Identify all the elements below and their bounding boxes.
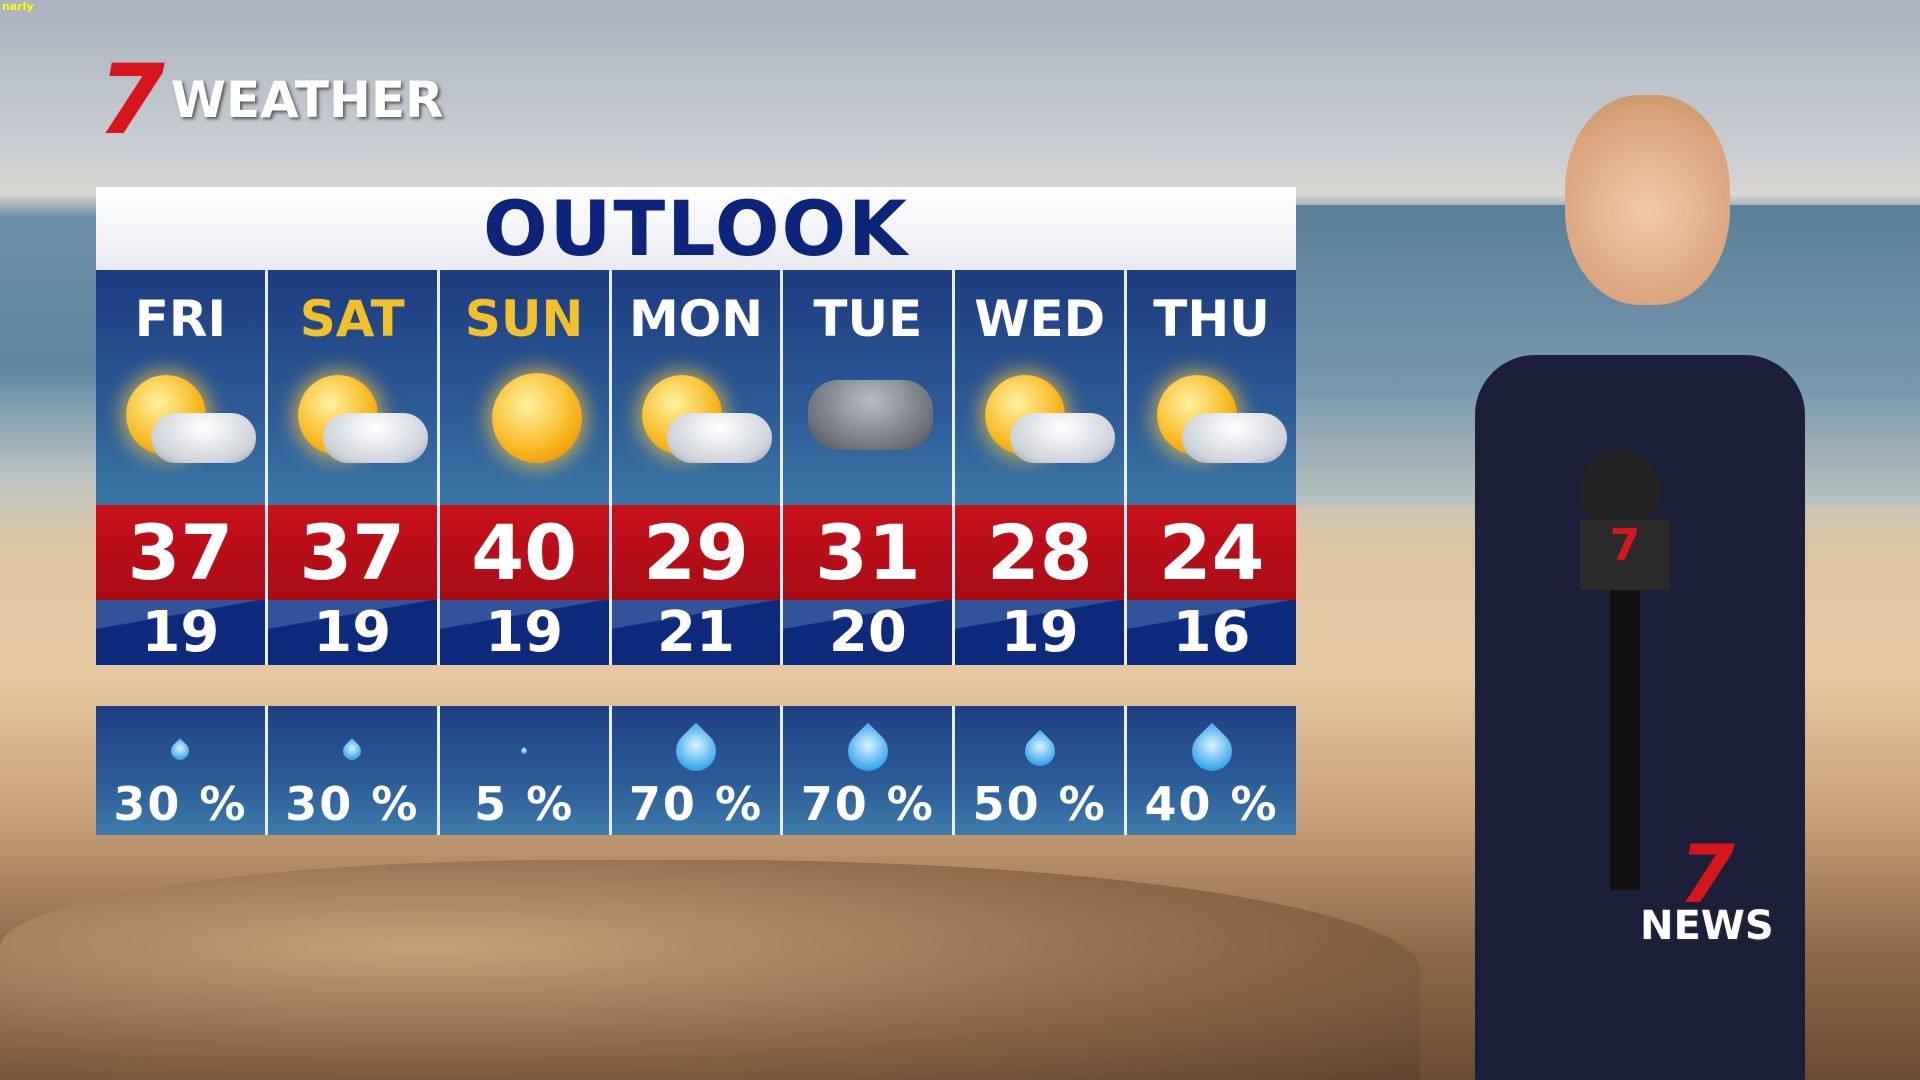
sun-cloud-weather-icon xyxy=(632,365,772,475)
outlook-panel: OUTLOOK FRI 37 19 SAT 37 19 SUN 40 19 MO… xyxy=(96,187,1296,665)
day-header: FRI xyxy=(96,270,265,505)
raindrop-icon xyxy=(167,738,194,764)
sun-cloud-weather-icon xyxy=(975,365,1116,475)
raindrop-icon xyxy=(1183,722,1240,780)
mic-flag-logo: 7 xyxy=(1580,520,1670,590)
rain-percent: 5 % xyxy=(474,777,575,831)
forecast-grid: FRI 37 19 SAT 37 19 SUN 40 19 MON 29 21 … xyxy=(96,270,1296,665)
rain-percent: 70 % xyxy=(628,777,764,831)
cloud-icon xyxy=(666,413,772,463)
forecast-day-fri: FRI 37 19 xyxy=(96,270,265,665)
cloud-icon xyxy=(322,413,428,463)
day-header: SAT xyxy=(267,270,437,505)
low-temp: 20 xyxy=(783,600,953,665)
forecast-day-tue: TUE 31 20 xyxy=(783,270,953,665)
storm-cloud-icon xyxy=(808,380,934,450)
low-temp: 16 xyxy=(1127,600,1296,665)
rain-chance-tue: 70 % xyxy=(783,706,953,835)
day-name: FRI xyxy=(134,290,227,348)
news-logo-text: NEWS xyxy=(1640,903,1774,949)
raindrop-icon xyxy=(1018,729,1061,773)
rain-chance-fri: 30 % xyxy=(96,706,265,835)
high-temp: 31 xyxy=(783,505,953,600)
rain-chance-thu: 40 % xyxy=(1127,706,1296,835)
rain-chance-mon: 70 % xyxy=(611,706,781,835)
day-header: MON xyxy=(611,270,781,505)
rain-percent: 70 % xyxy=(800,777,935,831)
raindrop-icon xyxy=(839,722,897,780)
day-name: WED xyxy=(974,290,1106,348)
high-temp: 37 xyxy=(267,505,437,600)
rain-chance-sun: 5 % xyxy=(439,706,609,835)
high-temp: 28 xyxy=(955,505,1125,600)
sun-weather-icon xyxy=(460,365,595,475)
forecast-day-wed: WED 28 19 xyxy=(955,270,1125,665)
high-temp: 24 xyxy=(1127,505,1296,600)
forecast-day-thu: THU 24 16 xyxy=(1127,270,1296,665)
news-logo-mark: 7 xyxy=(1679,828,1735,921)
low-temp: 21 xyxy=(611,600,781,665)
cloud-icon xyxy=(1010,413,1116,463)
sun-cloud-weather-icon xyxy=(288,365,428,475)
seven-logo-mark: 7 xyxy=(98,44,165,156)
sun-icon xyxy=(491,373,582,463)
rain-percent: 30 % xyxy=(113,777,248,831)
day-header: THU xyxy=(1127,270,1296,505)
rain-chance-wed: 50 % xyxy=(955,706,1125,835)
seven-news-logo: 7 NEWS xyxy=(1640,828,1774,950)
high-temp: 40 xyxy=(439,505,609,600)
day-header: SUN xyxy=(439,270,609,505)
day-name: SAT xyxy=(299,290,405,348)
day-name: MON xyxy=(628,290,764,348)
forecast-day-sat: SAT 37 19 xyxy=(267,270,437,665)
day-name: SUN xyxy=(464,290,584,348)
presenter: 7 xyxy=(1405,65,1895,1080)
low-temp: 19 xyxy=(96,600,265,665)
day-name: TUE xyxy=(813,290,923,348)
microphone: 7 xyxy=(1580,450,1670,890)
sun-cloud-weather-icon xyxy=(1147,365,1288,475)
raindrop-icon xyxy=(519,746,529,756)
sun-cloud-weather-icon xyxy=(116,365,256,475)
day-header: WED xyxy=(955,270,1125,505)
rain-chance-sat: 30 % xyxy=(267,706,437,835)
raindrop-icon xyxy=(667,722,725,780)
outlook-title: OUTLOOK xyxy=(96,187,1296,270)
raindrop-icon xyxy=(339,738,365,764)
rain-percent: 30 % xyxy=(285,777,420,831)
low-temp: 19 xyxy=(955,600,1125,665)
storm-cloud-weather-icon xyxy=(803,365,938,475)
rocks-background xyxy=(0,860,1420,1080)
high-temp: 37 xyxy=(96,505,265,600)
rain-chance-row: 30 % 30 % 5 % 70 % 70 % 50 % 40 % xyxy=(96,706,1296,835)
forecast-day-sun: SUN 40 19 xyxy=(439,270,609,665)
logo-text: WEATHER xyxy=(170,71,444,129)
low-temp: 19 xyxy=(439,600,609,665)
seven-weather-logo: 7 WEATHER xyxy=(98,52,444,148)
low-temp: 19 xyxy=(267,600,437,665)
rain-percent: 50 % xyxy=(972,777,1107,831)
presenter-head xyxy=(1565,95,1730,305)
rain-percent: 40 % xyxy=(1144,777,1279,831)
overlay-tag: narly xyxy=(2,0,34,13)
cloud-icon xyxy=(1182,413,1288,463)
day-header: TUE xyxy=(783,270,953,505)
cloud-icon xyxy=(151,413,256,463)
high-temp: 29 xyxy=(611,505,781,600)
day-name: THU xyxy=(1153,290,1270,348)
forecast-day-mon: MON 29 21 xyxy=(611,270,781,665)
